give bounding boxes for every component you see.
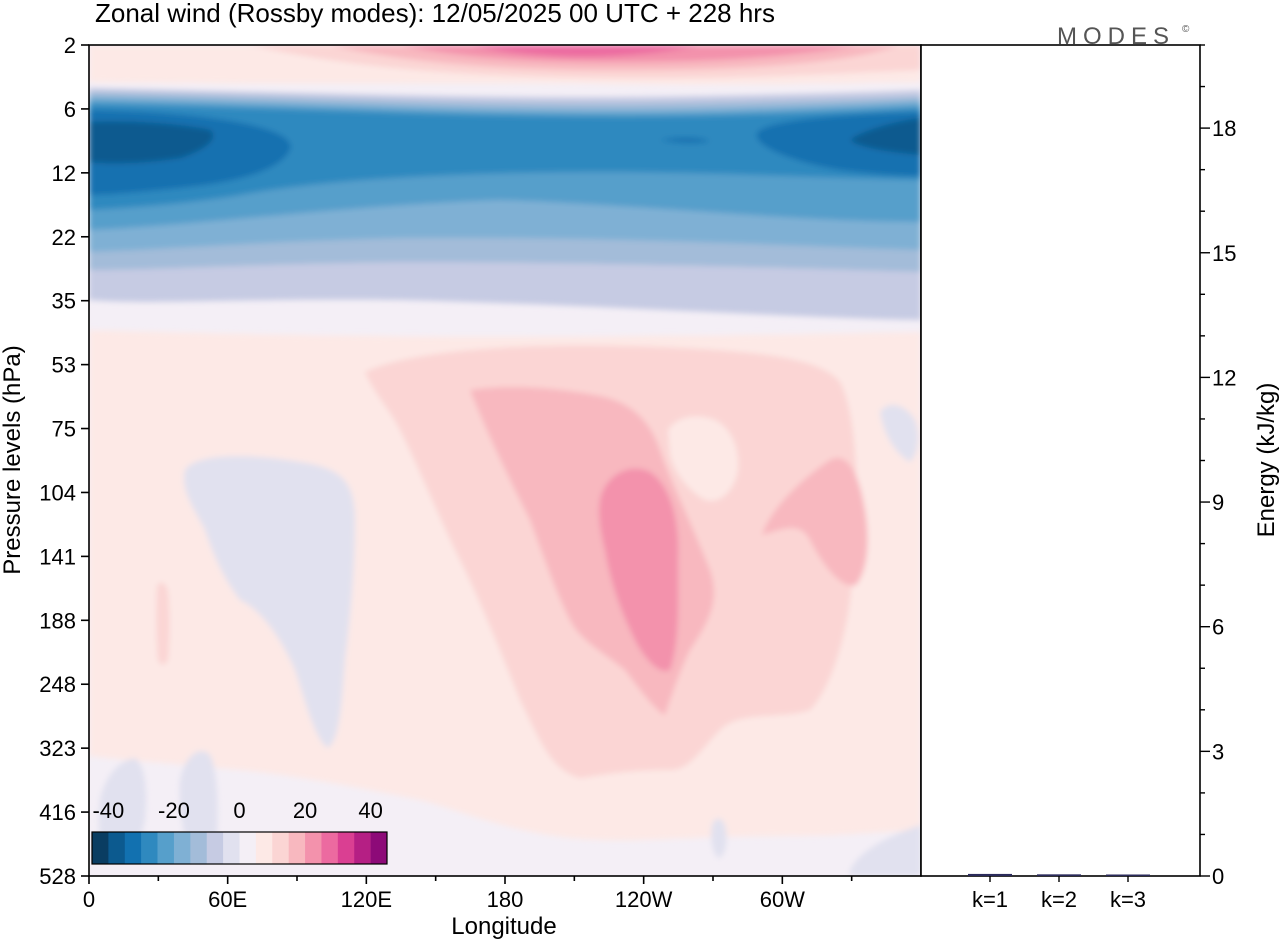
- colorbar-tick-label: -40: [92, 798, 124, 823]
- cell-neg-se: [850, 825, 921, 876]
- y-tick-label: 22: [52, 225, 76, 250]
- colorbar-swatch: [288, 832, 306, 864]
- logo-copyright-mark: ©: [1182, 24, 1190, 35]
- y-tick-label: 75: [52, 417, 76, 442]
- x-tick-label: 180: [487, 887, 524, 912]
- colorbar-swatch: [157, 832, 175, 864]
- wavenumber-label: k=3: [1110, 887, 1146, 912]
- energy-tick-label: 3: [1212, 739, 1224, 764]
- band-strat-pos-core: [470, 45, 700, 57]
- colorbar-swatch: [370, 832, 388, 864]
- cell-trop-lowpos: [668, 416, 739, 501]
- colorbar-frame: [91, 831, 388, 865]
- energy-panel-frame: [920, 44, 1201, 877]
- colorbar-swatch: [108, 832, 126, 864]
- colorbar-swatch: [305, 832, 322, 864]
- band-neg-7: [89, 121, 214, 164]
- colorbar-tick-label: -20: [158, 798, 190, 823]
- wavenumber-label: k=2: [1041, 887, 1077, 912]
- y-tick-label: 323: [39, 736, 76, 761]
- y-tick-label: 416: [39, 800, 76, 825]
- colorbar-swatch: [337, 832, 355, 864]
- longitude-axis: 0 60E 120E 180 120W 60W: [83, 876, 853, 912]
- colorbar-swatch: [92, 832, 109, 864]
- colorbar-swatch: [239, 832, 257, 864]
- colorbar: -40 -20 0 20 40: [91, 798, 388, 865]
- colorbar-swatch: [141, 832, 158, 864]
- energy-bar: [1037, 874, 1081, 876]
- x-tick-label: 120W: [615, 887, 673, 912]
- x-tick-label: 120E: [341, 887, 392, 912]
- x-tick-label: 0: [83, 887, 95, 912]
- wavenumber-label: k=1: [972, 887, 1008, 912]
- y-tick-label: 35: [52, 289, 76, 314]
- colorbar-swatch: [272, 832, 289, 864]
- y-tick-label: 53: [52, 353, 76, 378]
- y-tick-label: 6: [64, 97, 76, 122]
- band-neg-5: [89, 104, 921, 210]
- y-tick-label: 528: [39, 864, 76, 889]
- colorbar-swatch: [223, 832, 240, 864]
- cell-neg-small: [711, 818, 727, 858]
- chart-title: Zonal wind (Rossby modes): 12/05/2025 00…: [95, 0, 775, 28]
- x-tick-label: 60E: [208, 887, 247, 912]
- zonal-wind-heatmap: [89, 45, 921, 876]
- x-axis-label: Longitude: [451, 913, 556, 940]
- band-trop-pos-max: [599, 468, 679, 671]
- energy-bars: [968, 873, 1150, 876]
- energy-tick-label: 18: [1212, 116, 1236, 141]
- colorbar-swatch: [190, 832, 208, 864]
- y-tick-label: 141: [39, 544, 76, 569]
- colorbar-tick-label: 20: [293, 798, 317, 823]
- y-tick-label: 2: [64, 33, 76, 58]
- y-tick-label: 248: [39, 672, 76, 697]
- band-neg-6-mid: [660, 137, 710, 144]
- y-axis-label: Pressure levels (hPa): [0, 345, 26, 574]
- colorbar-swatch: [206, 832, 224, 864]
- colorbar-swatch: [321, 832, 339, 864]
- energy-tick-label: 12: [1212, 365, 1236, 390]
- energy-tick-label: 6: [1212, 615, 1224, 640]
- colorbar-tick-label: 0: [233, 798, 245, 823]
- y-tick-label: 188: [39, 608, 76, 633]
- colorbar-swatch: [255, 832, 273, 864]
- energy-axis-label: Energy (kJ/kg): [1253, 383, 1280, 538]
- energy-tick-label: 0: [1212, 864, 1224, 889]
- band-neg-7-east: [850, 118, 921, 155]
- cell-strip-pos: [156, 582, 170, 665]
- energy-tick-label: 15: [1212, 241, 1236, 266]
- field-bands: [89, 45, 921, 876]
- colorbar-swatch: [124, 832, 142, 864]
- energy-axis: 0 3 6 9 12 15 18: [1200, 44, 1236, 889]
- energy-bar: [968, 873, 1012, 876]
- cell-neg-west: [184, 456, 355, 748]
- colorbar-tick-label: 40: [358, 798, 382, 823]
- energy-bar: [1106, 874, 1150, 876]
- band-trop-pos-strong-east: [762, 458, 868, 586]
- cell-neg-ne: [880, 405, 919, 462]
- colorbar-swatch: [173, 832, 191, 864]
- colorbar-swatch: [354, 832, 371, 864]
- energy-tick-label: 9: [1212, 490, 1224, 515]
- y-tick-label: 12: [52, 161, 76, 186]
- y-tick-label: 104: [39, 480, 76, 505]
- wavenumber-labels: k=1 k=2 k=3: [972, 876, 1146, 912]
- x-tick-label: 60W: [760, 887, 805, 912]
- pressure-axis: 2 6 12 22 35 53 75 104 141 188 248 323 416 528: [39, 33, 89, 889]
